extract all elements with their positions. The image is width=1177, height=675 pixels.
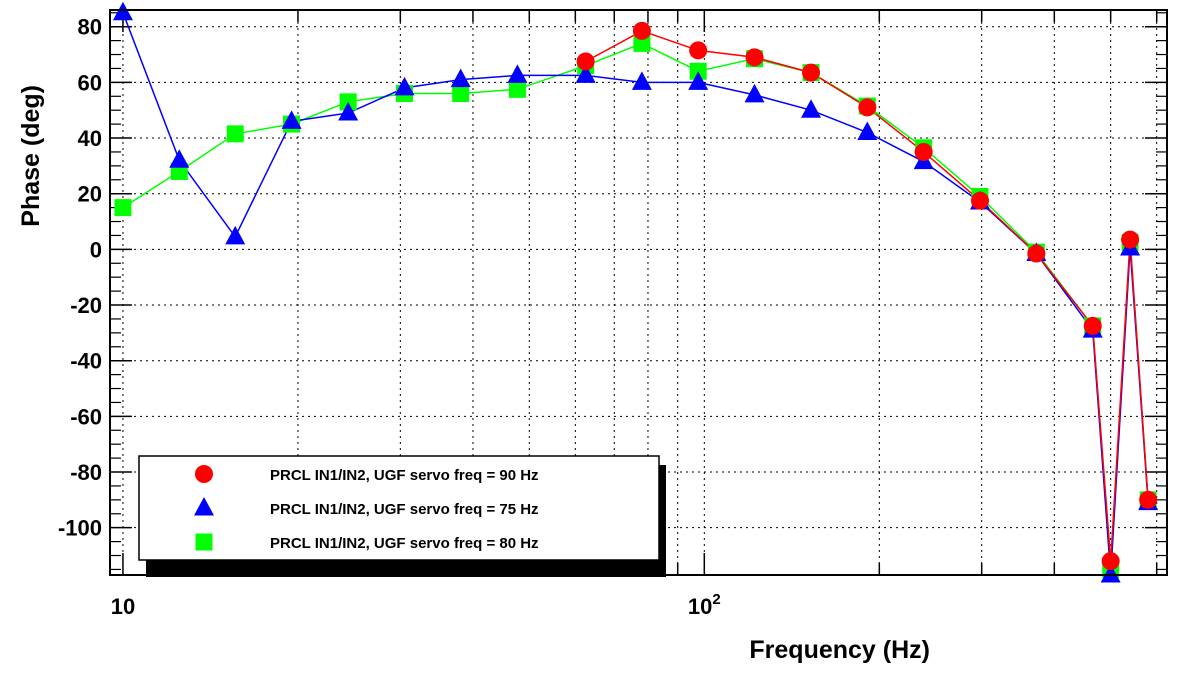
y-tick-label: 20: [78, 182, 102, 207]
data-point: [1100, 564, 1121, 583]
data-point: [169, 149, 190, 168]
data-point: [450, 68, 471, 88]
y-tick-label: 0: [90, 237, 102, 262]
legend-marker: [195, 465, 213, 483]
data-point: [507, 64, 528, 83]
y-tick-label: -80: [70, 460, 102, 485]
y-tick-label: -60: [70, 404, 102, 429]
data-point: [858, 98, 877, 117]
data-point: [1083, 316, 1102, 335]
x-tick-label: 10: [111, 594, 135, 619]
legend: PRCL IN1/IN2, UGF servo freq = 90 Hz PRCL…: [138, 455, 666, 577]
y-tick-labels: 80 60 40 20 0 -20 -40 -60 -80 -100: [58, 15, 102, 541]
data-point: [689, 41, 708, 60]
legend-marker: [194, 497, 214, 516]
data-point: [1101, 552, 1120, 571]
data-point: [801, 99, 822, 118]
data-point: [802, 63, 821, 82]
y-axis-title: Phase (deg): [17, 85, 45, 227]
data-point: [970, 191, 989, 210]
data-point: [338, 101, 359, 121]
legend-box: [138, 455, 660, 561]
y-tick-label: -20: [70, 293, 102, 318]
data-point: [633, 34, 651, 52]
legend-marker: [195, 533, 213, 551]
data-point: [1139, 490, 1158, 509]
legend-label: PRCL IN1/IN2, UGF servo freq = 75 Hz: [270, 501, 539, 518]
data-point: [745, 48, 764, 67]
data-point: [452, 84, 470, 102]
y-tick-label: -40: [70, 349, 102, 374]
data-point: [632, 21, 651, 40]
series-markers-circle: [576, 21, 1158, 571]
data-point: [394, 76, 415, 96]
data-point: [281, 110, 302, 129]
plot-series: [112, 1, 1159, 583]
data-point: [114, 199, 132, 217]
data-point: [1027, 244, 1046, 263]
y-tick-label: 40: [78, 126, 102, 151]
x-tick-labels: 10 102: [111, 591, 721, 619]
data-point: [914, 142, 933, 161]
y-tick-label: -100: [58, 516, 102, 541]
legend-label: PRCL IN1/IN2, UGF servo freq = 80 Hz: [270, 535, 539, 552]
data-point: [112, 1, 133, 21]
data-point: [744, 83, 765, 103]
data-point: [857, 121, 878, 140]
legend-label: PRCL IN1/IN2, UGF servo freq = 90 Hz: [270, 467, 539, 484]
data-point: [1121, 230, 1140, 249]
data-point: [508, 80, 526, 98]
data-point: [225, 225, 246, 245]
data-point: [689, 62, 707, 80]
data-point: [688, 71, 709, 90]
data-point: [226, 125, 244, 143]
data-point: [576, 52, 595, 71]
y-tick-label: 60: [78, 70, 102, 95]
data-point: [631, 71, 652, 90]
y-tick-label: 80: [78, 15, 102, 40]
data-point: [339, 93, 357, 111]
data-point: [575, 64, 596, 83]
x-axis-title: Frequency (Hz): [749, 636, 930, 664]
x-tick-label: 102: [688, 591, 721, 619]
